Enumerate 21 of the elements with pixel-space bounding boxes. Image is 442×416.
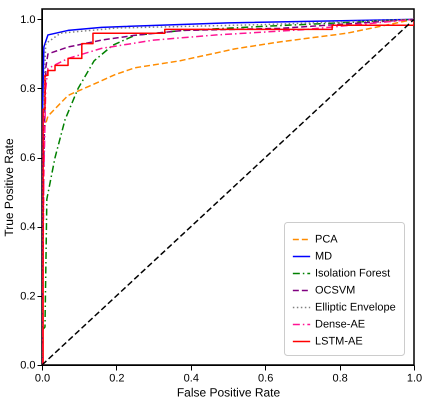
y-tick-label: 0.0 [20, 360, 36, 372]
x-tick-label: 0.6 [258, 372, 274, 384]
legend-label: Elliptic Envelope [315, 302, 396, 314]
x-tick-label: 0.0 [34, 372, 50, 384]
legend-label: Dense-AE [315, 318, 366, 330]
x-tick-label: 0.4 [184, 372, 199, 384]
y-axis-title: True Positive Rate [2, 138, 16, 237]
y-tick-label: 0.4 [20, 221, 36, 234]
y-tick-label: 1.0 [20, 14, 36, 26]
legend-label: MD [315, 250, 332, 262]
legend-label: LSTM-AE [315, 336, 363, 348]
x-axis-title: False Positive Rate [176, 386, 281, 400]
y-tick-label: 0.8 [20, 82, 36, 95]
legend-label: OCSVM [315, 284, 356, 296]
x-tick-label: 0.2 [109, 372, 125, 384]
x-tick-label: 1.0 [406, 372, 422, 384]
y-tick-label: 0.2 [20, 290, 36, 302]
legend-label: Isolation Forest [315, 268, 390, 280]
y-tick-label: 0.6 [20, 152, 36, 164]
legend-label: PCA [315, 234, 338, 246]
x-tick-label: 0.8 [332, 372, 348, 384]
